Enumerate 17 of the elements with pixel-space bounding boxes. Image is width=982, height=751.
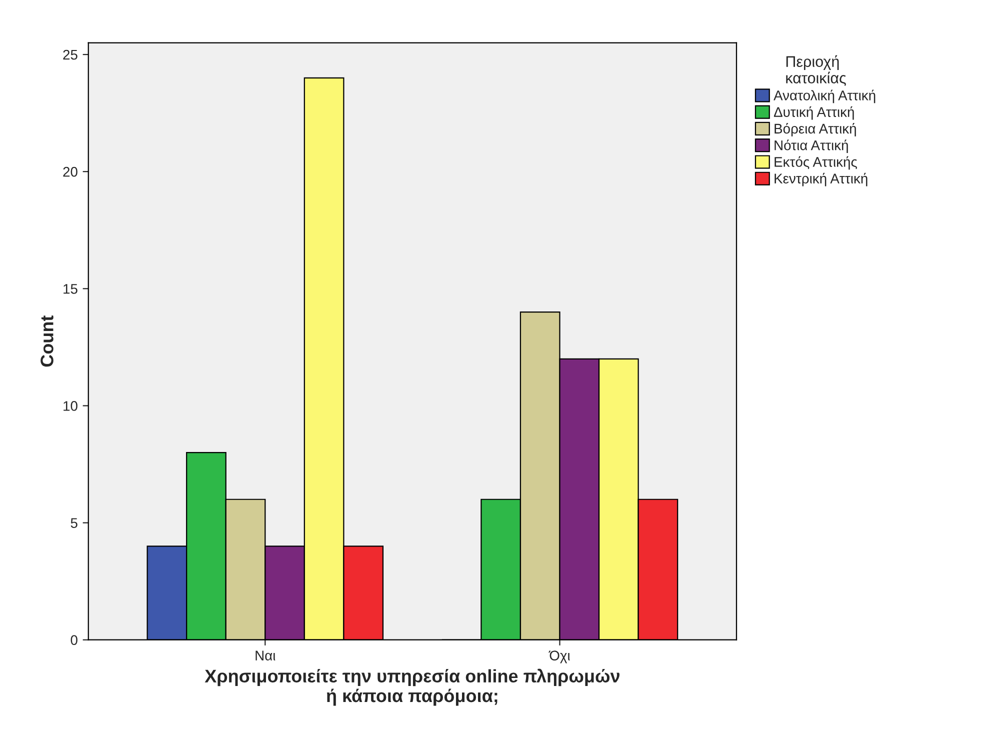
legend-label: Νότια Αττική: [774, 140, 848, 153]
y-axis-title: Count: [40, 315, 54, 367]
y-tick-label: 0: [70, 635, 78, 646]
x-tick-label: Όχι: [548, 650, 570, 664]
legend-label: Βόρεια Αττική: [774, 122, 856, 136]
x-tick-label: Ναι: [256, 650, 276, 660]
y-tick-label: 25: [63, 50, 78, 60]
y-tick-label: 20: [63, 166, 78, 177]
legend-label: Δυτική Αττική: [774, 106, 854, 120]
legend-title: Περιοχή κατοικίας: [786, 55, 846, 86]
x-axis-title: Χρησιμοποιείτε την υπηρεσία online πληρωμών ή κάποια παρόμοια;: [204, 668, 620, 706]
y-tick-label: 15: [64, 284, 78, 294]
legend-label: Κεντρική Αττική: [774, 172, 868, 186]
y-tick-label: 10: [64, 401, 78, 411]
y-tick-label: 5: [70, 518, 78, 528]
legend-label: Εκτός Αττικής: [774, 156, 858, 170]
legend-label: Ανατολική Αττική: [774, 90, 876, 104]
